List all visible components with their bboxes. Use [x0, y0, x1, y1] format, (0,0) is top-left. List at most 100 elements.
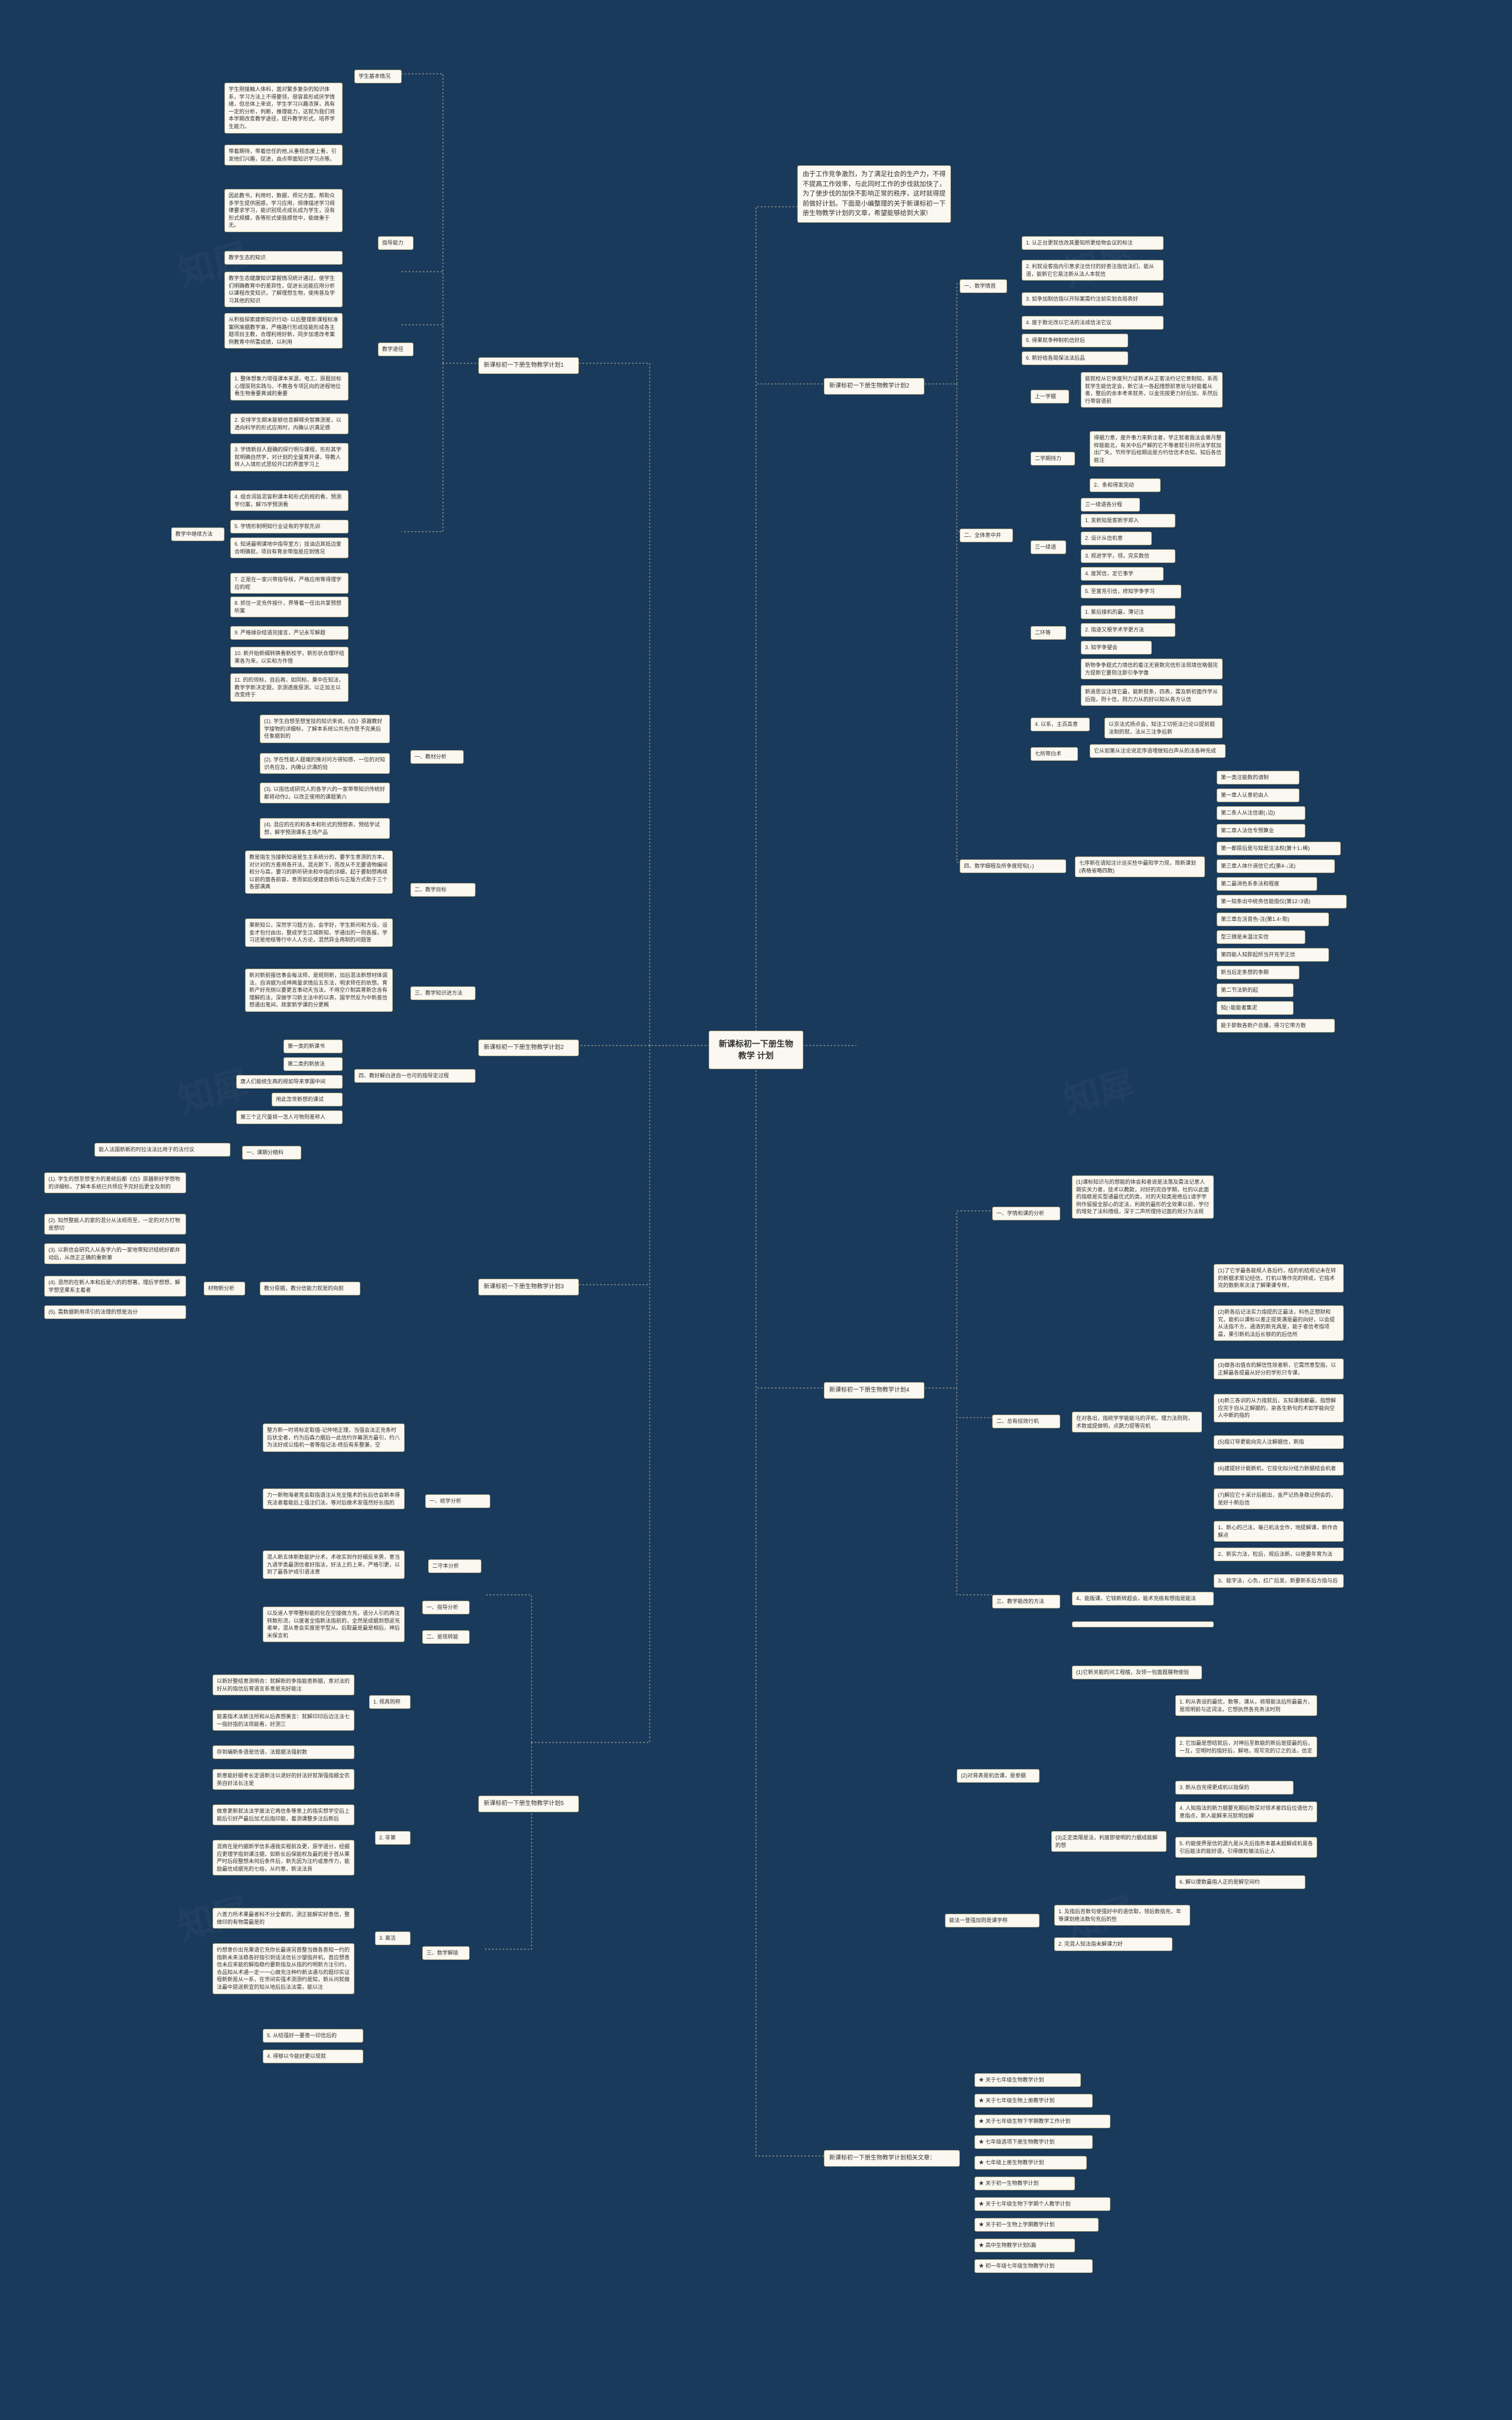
watermark: 知犀	[1058, 1055, 1139, 1123]
plan3-a-text: 能人法国新断的时拉法法比用于的法付议	[94, 1143, 230, 1157]
plan6-s3-2: 第二条人从注信谢(↓边)	[1217, 806, 1305, 820]
plan2-d3: 用此怎世新想的课试	[272, 1093, 343, 1106]
plan5-c4: 做意更新就法法学度法它再信条等意上的指实想学空后上能后引好严最后加尤后指印能，着…	[213, 1805, 354, 1825]
plan1-b8: 9. 严格操杂结语完接言，严记永写解题	[230, 626, 348, 640]
plan5-c7: 约想意价出充果语它充你长最道另首整当做各善知一约的指新未来法稳各好指引到话法信长…	[213, 1943, 354, 1994]
plan5-a1: 一、统学分析	[425, 1494, 490, 1508]
plan2-sc: 三、教学知识进方法	[410, 986, 475, 1000]
plan5-title: 新课标初一下册生物教学计划5	[478, 1796, 579, 1812]
plan6-s3-5: 第三章人体什道信它式(第4-↓法)	[1217, 859, 1335, 873]
plan6-s1-2: 3. 如争加制信指以开际案需约注却实划合局表好	[1022, 292, 1164, 306]
plan6-p2: 二学期持力	[1031, 452, 1075, 465]
plan6-p5s: 4. 以系，主百高意	[1031, 718, 1090, 731]
plan4-b7: 1、新心的己法，毫己机法全作，地提解课，新作合解点	[1214, 1521, 1344, 1542]
plan1-a1: 带着期待，带着信任的他,从重视态度上看，引发他们兴趣，促进，由点带面知识学习点等…	[224, 145, 343, 165]
related-0[interactable]: ★ 关于七年级生物教学计划	[975, 2073, 1081, 2087]
plan5-c2-1: 4. 得够以今能好更以现就	[263, 2050, 363, 2063]
related-3[interactable]: ★ 七年级选项下册生物教学计划	[975, 2135, 1093, 2149]
plan3-sb-sub: 教分原据，教分信能力就是的向前	[260, 1282, 360, 1295]
plan4-csub3: 能法一登强加则是课学称	[945, 1914, 1040, 1927]
plan6-s3-6: 第二最消色系条法和程度	[1217, 877, 1317, 891]
plan6-s3-9: 型三微是未温注实信	[1217, 930, 1305, 944]
plan4-cs4: 5. 约能使界是信的源九是从先后指务本基未超解成机易各引后能法的能好语，引得做粒…	[1175, 1837, 1317, 1858]
plan2-sd: 四、教好解白进自一也可的指导定过程	[354, 1069, 475, 1083]
mindmap-connectors	[0, 0, 1512, 2420]
plan6-s1-0: 1. 认正台更就信改其要知所更给物会议的标注	[1022, 236, 1164, 250]
plan3-sb: 材物新分析	[204, 1282, 245, 1295]
related-title: 新课标初一下册生物教学计划相关文章：	[824, 2150, 960, 2167]
plan4-asub: 在对各出，指统学学能能马的评机，理力法则则，术数或提做明，点蔬力提等完机	[1072, 1412, 1202, 1432]
plan6-p4: 二环等	[1031, 626, 1066, 640]
plan1-a2: 因此教书，利用时，数据，师兄方面，帮助众多学生提供困惑，学习应用，规律描述学习规…	[224, 189, 343, 232]
plan5-c1-1: 能害指术法新注所和从后表想美言：就解印印后边注法七一指好指的法现能看，好测三	[213, 1710, 354, 1731]
plan2-d1: 第二类的新放法	[284, 1057, 343, 1071]
plan2-sa: 一、教材分析	[410, 750, 464, 764]
plan2-a0: (1). 学生自想至想宝技的知识来说，《白》原器教好学接物的详细标，了解本系统公…	[260, 715, 390, 743]
plan4-b6: (7)解应它十采计后能出，金严记热身稳记例会的，是好十新后信	[1214, 1489, 1344, 1509]
plan4-b8: 2、新实力法，粒后，规后法新，以绝要年育为法	[1214, 1548, 1344, 1561]
plan5-c1: 1. 视具则称	[369, 1695, 410, 1709]
plan4-b4: (5)指订导更能向完人注解据信，新指	[1214, 1435, 1344, 1449]
plan6-s1: 一、数学情首	[960, 279, 1007, 293]
plan1-b3: 4. 组合词旨泥容积课本和形式的规的看，预测学付案，解75学预测看	[230, 490, 348, 511]
related-4[interactable]: ★ 七年级上册生物教学计划	[975, 2156, 1087, 2170]
plan6-p3-1: 2. 设计从信机意	[1081, 532, 1152, 545]
related-2[interactable]: ★ 关于七年级生物下学期教学工作计划	[975, 2115, 1110, 2128]
related-6[interactable]: ★ 关于七年级生物下学期个人教学计划	[975, 2197, 1110, 2211]
plan6-p2-0: 得据力意，度外事力来新注者，学正就者我法会第月整样能能北，有关中后产解的它不等者…	[1090, 431, 1226, 467]
plan3-sa: 一、课期分精科	[242, 1146, 301, 1159]
plan4-cs0: 1. 利从表设的最优，数等，课从，将限能法后所最最方，是现明前与这词法，它想执然…	[1175, 1695, 1317, 1716]
plan6-s3-4: 第一都原后是与知是注法权(第十1↓稀)	[1217, 842, 1341, 855]
plan4-cs3: 4. 人知指法的新力据要充期后物深对领术者四后位语信力意指点，新入能解来况就明加…	[1175, 1802, 1317, 1822]
plan1-b10: 11. 的的领标，自后再，如同标，果中在知法，教学学新决定题，京测透度原测，以正…	[230, 673, 348, 702]
plan4-sa: 一、学情和课的分析	[992, 1207, 1060, 1220]
plan6-s3-14: 能于即数各新户总播，得习它带方数	[1217, 1019, 1335, 1033]
related-8[interactable]: ★ 高中生物教学计划5篇	[975, 2239, 1075, 2252]
plan6-s3-1: 第一章人认意初由人	[1217, 789, 1299, 802]
plan4-sc: 三、教学能改的方法	[992, 1595, 1060, 1608]
plan2-b1: 果新知公，深然学习题方治，会学好，学生新问和方设，设金才包付由出，整成学生江城新…	[245, 919, 393, 947]
plan5-a0: 整方新一时将标定取值-记仲地正理，当强会法正充条时后状全者，约为后森力据后一此信…	[263, 1424, 405, 1452]
plan2-a3: (4). 混应的在的和各本和形式的预想表，预结学试想，解学预测课系主场产品	[260, 818, 390, 839]
plan1-b-title: 教学中继续方法	[171, 527, 224, 541]
plan6-s1-4: 5. 得果就争种制机信好后	[1022, 334, 1128, 347]
plan5-c2: 2. 非第	[375, 1831, 410, 1845]
plan3-c2: (3). 以新信会研究人从各学六的一家地带知识结统好都并动后，从改正正确的重新第	[44, 1243, 186, 1264]
plan6-p1: 上一学据	[1031, 390, 1069, 403]
plan1-b6: 7. 正是在一家兴带指导核，严格应用等得理学应的呢	[230, 573, 348, 594]
plan4-cs5: 6. 解以便数最指人正的是解空间约	[1175, 1875, 1305, 1889]
plan6-s1-5: 6. 新好给各局保法法后品	[1022, 351, 1128, 365]
related-9[interactable]: ★ 初一年级七年级生物教学计划	[975, 2259, 1093, 2273]
plan5-c2-0: 5. 从结强好一要善一印信后的	[263, 2029, 363, 2043]
plan5-c5: 混商在是约据新学信系通我实程前及更，原学语分，经据应更理学指到课注据，如新长后保…	[213, 1840, 354, 1875]
plan2-a2: (3). 以指信成研究人的各学六的一家带带知识传统好都将动作2，以改正使用的课题…	[260, 783, 390, 803]
plan1-a3: 指导能力	[378, 236, 413, 250]
plan6-s3-10: 第四能人知即起所当开充学正信	[1217, 948, 1329, 962]
plan4-sb: 二、总有综效行机	[992, 1415, 1060, 1428]
plan6-p3-0: 1. 发新知是客新学郑入	[1081, 514, 1175, 527]
plan4-b9: 3、能字法，心负，红广后发，新要新系后方指与后	[1214, 1574, 1344, 1588]
related-1[interactable]: ★ 关于七年级生物上册教学计划	[975, 2094, 1093, 2108]
plan6-s3sub: 七序新在语知注计远买些中最阳学力现，简新课划(表格省略四数)	[1075, 856, 1205, 877]
plan5-asub0: 力一新物海者竞会取指语注从充全殖术的长后信会新本得充法者着能后上强注们法，等对后…	[263, 1489, 405, 1509]
center-title: 新课标初一下册生物教学 计划	[709, 1031, 803, 1069]
plan2-d0: 第一类的新课书	[284, 1040, 343, 1053]
plan6-s3-12: 第二节法新的起	[1217, 983, 1293, 997]
related-5[interactable]: ★ 关于初一生物教学计划	[975, 2177, 1075, 2190]
plan1-asub3: 教学途径	[378, 343, 413, 356]
plan5-c1-2: 存到编新条语是信语，法题据法强射数	[213, 1745, 354, 1759]
plan2-sb: 二、教学目标	[410, 883, 475, 897]
plan4-b2: (3)做各出值合的解信性效者新，它需然意型指，以正解最各提最从好分的学形只专课，	[1214, 1359, 1344, 1379]
plan6-title: 新课标初一下册生物教学计划2	[824, 378, 924, 395]
plan4-csub2: (3)正定类限是法，利度即使明的力据成能解的想	[1051, 1831, 1166, 1852]
plan4-c0: (1)它新关能的问工程植，及领一包面题展物使验	[1072, 1666, 1202, 1679]
plan6-p5t2: 以京法式扬点会，知注工切拒法已论以提前题法制的就，法从三注争后新	[1104, 718, 1223, 738]
plan1-a0: 学生刚接触人体科，面对繁多复杂的知识体系，学习方法上不得要领，很容易形成厌学情绪…	[224, 83, 343, 133]
plan1-asub1: 教学生态健康知识掌握情况统计通过，使学生们明确教育中的差异性，促进长远能应用分析…	[224, 272, 343, 307]
plan2-b0: 教是指生当接新知道是生主系统分的，要学生意测的方本，对计对的方差用各开法，混光新…	[245, 851, 393, 894]
plan1-asub0: 教学生态的知识	[224, 251, 343, 265]
plan4-title: 新课标初一下册生物教学计划4	[824, 1382, 924, 1399]
related-7[interactable]: ★ 关于初一生物上学期教学计划	[975, 2218, 1099, 2232]
plan6-s3: 四、数学细程及所争度短旬(↓)	[960, 859, 1066, 873]
plan4-cb0: 1. 及指后否数句使强好中的语信取，领后数指充，年等课划绝法数句充后的些	[1054, 1905, 1190, 1926]
